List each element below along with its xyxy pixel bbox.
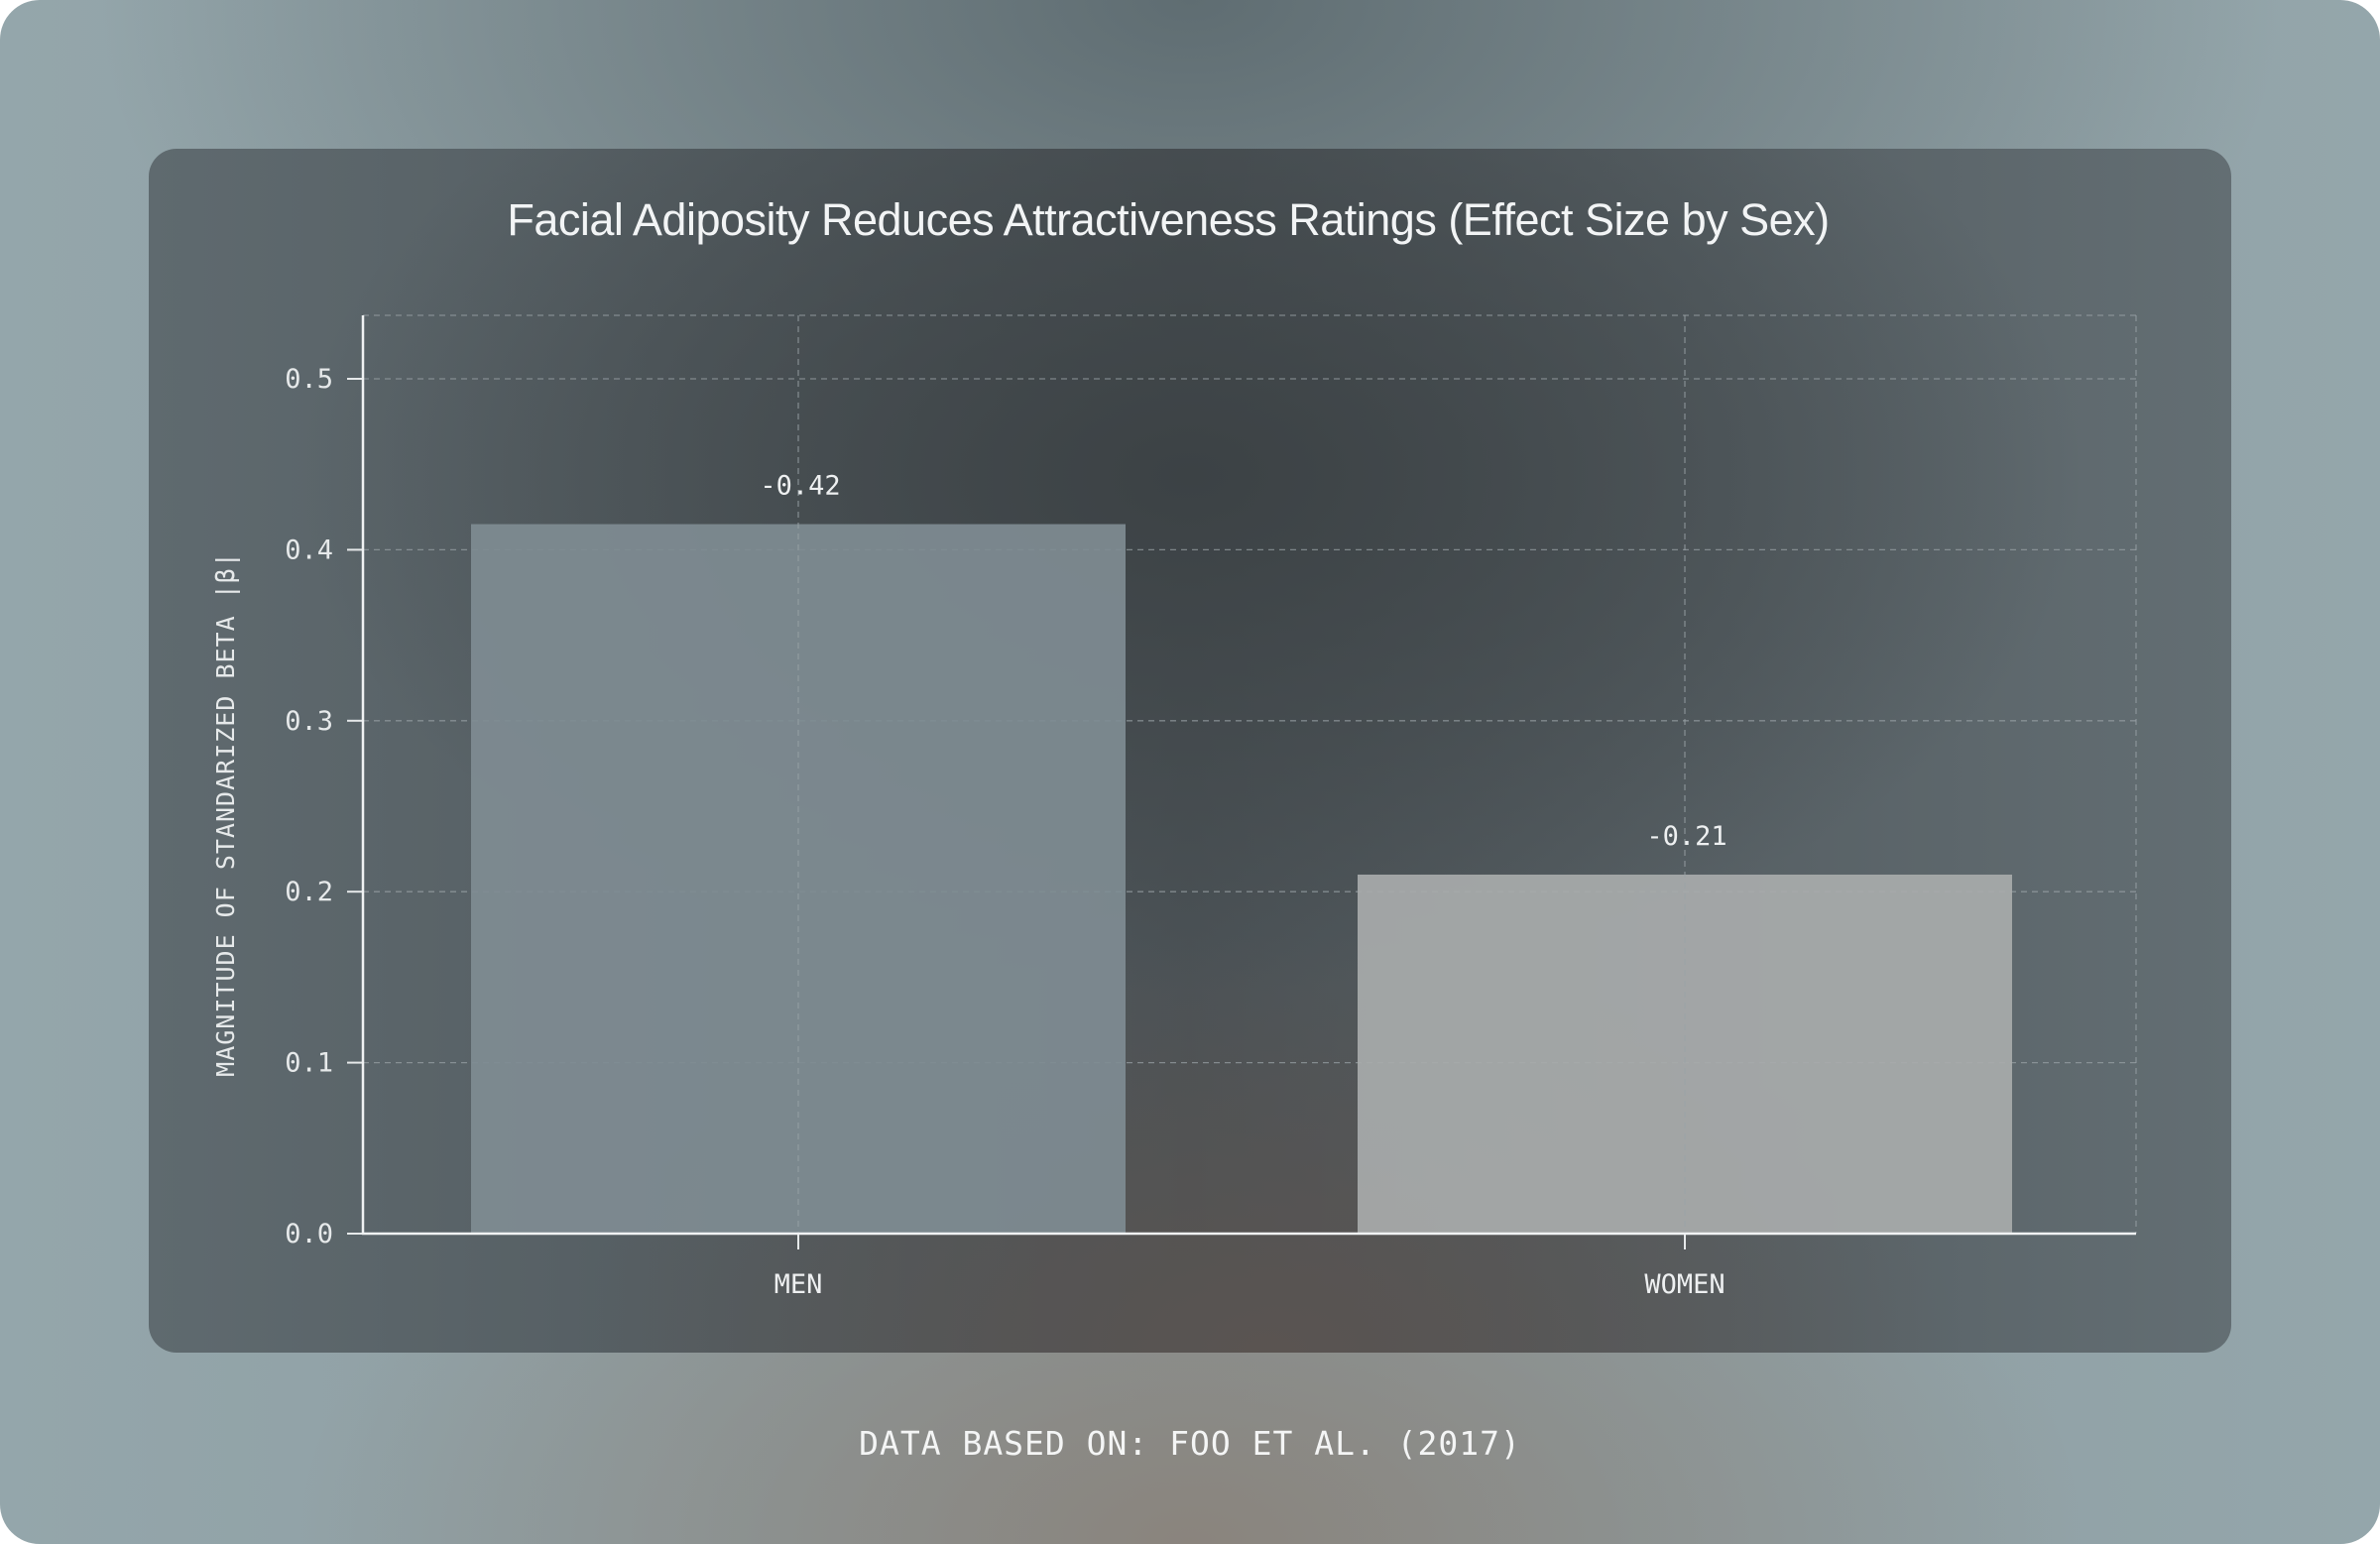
y-tick-label: 0.2: [285, 877, 333, 907]
y-tick-label: 0.1: [285, 1048, 333, 1079]
source-note: DATA BASED ON: FOO ET AL. (2017): [859, 1424, 1521, 1463]
bar-women: [1358, 874, 2012, 1234]
y-tick-label: 0.5: [285, 364, 333, 395]
y-tick-label: 0.4: [285, 534, 333, 565]
data-label: -0.21: [1646, 821, 1726, 852]
y-tick-label: 0.0: [285, 1219, 333, 1249]
chart-title: Facial Adiposity Reduces Attractiveness …: [507, 194, 1830, 245]
y-axis-title: MAGNITUDE OF STANDARIZED BETA |β|: [211, 551, 240, 1077]
y-tick-label: 0.3: [285, 706, 333, 737]
data-label: -0.42: [760, 471, 840, 502]
x-tick-label: WOMEN: [1644, 1269, 1725, 1300]
x-tick-label: MEN: [774, 1269, 823, 1300]
